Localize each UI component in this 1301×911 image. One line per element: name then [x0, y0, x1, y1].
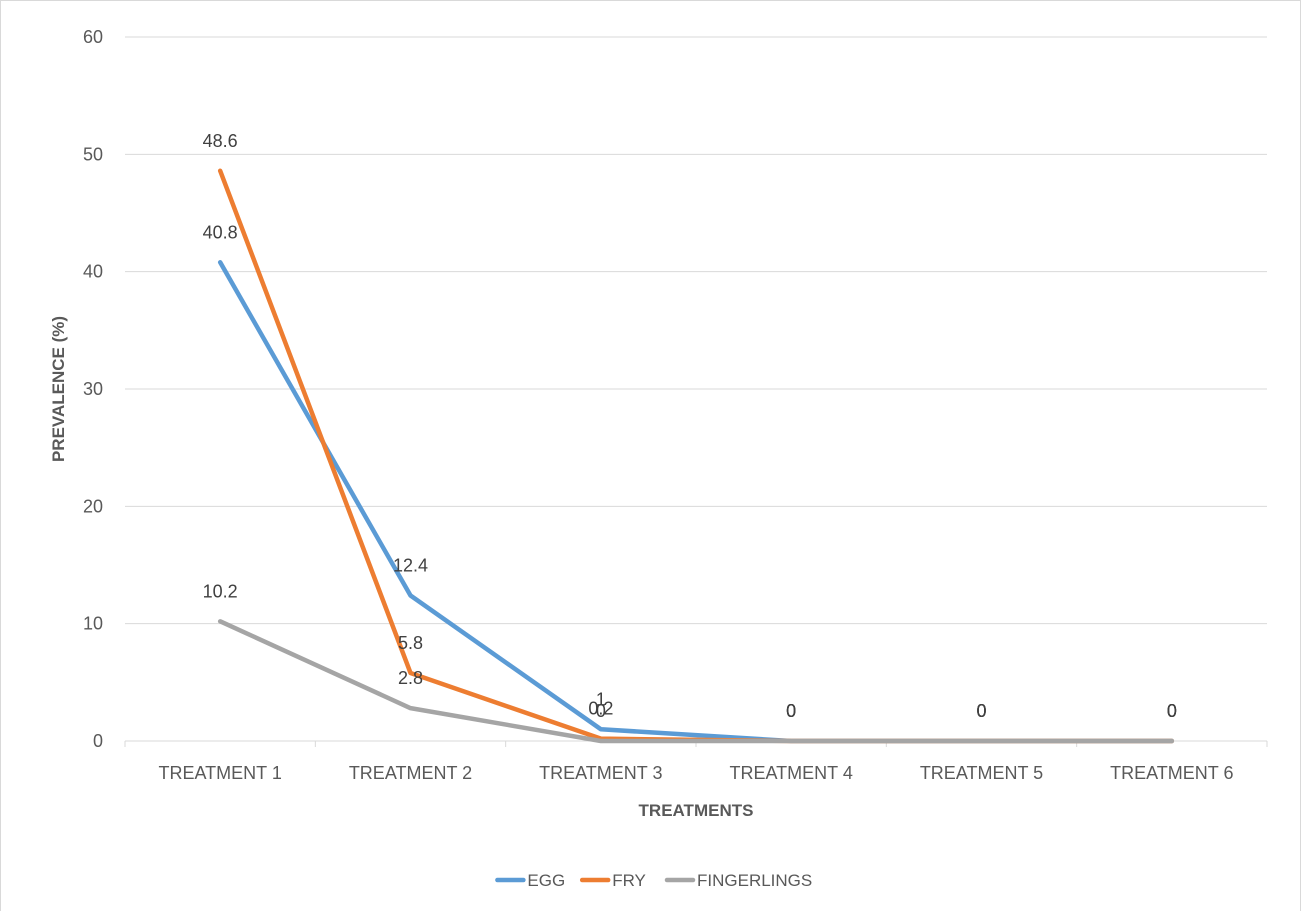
- x-tick-label: TREATMENT 1: [158, 763, 281, 783]
- y-tick-label: 10: [83, 614, 103, 634]
- series-lines: [217, 168, 1175, 744]
- data-label: 0: [786, 701, 796, 721]
- data-label: 0: [786, 701, 796, 721]
- series-line-fingerlings: [217, 619, 1175, 744]
- data-label: 5.8: [398, 633, 423, 653]
- x-tick-label: TREATMENT 4: [729, 763, 852, 783]
- y-axis-title: PREVALENCE (%): [49, 316, 68, 462]
- y-tick-label: 40: [83, 262, 103, 282]
- legend: EGG FRY FINGERLINGS: [495, 871, 812, 890]
- data-label: 0.2: [588, 699, 613, 719]
- y-tick-label: 20: [83, 496, 103, 516]
- data-label: 0: [976, 701, 986, 721]
- data-label: 0: [1167, 701, 1177, 721]
- legend-label-fry: FRY: [612, 871, 646, 890]
- data-labels: 40.812.410 0 048.65.80.2 0 0 010.22.80 0 0 0: [203, 131, 1177, 721]
- x-tick-label: TREATMENT 2: [349, 763, 472, 783]
- data-label: 0: [1167, 701, 1177, 721]
- y-tick-label: 60: [83, 27, 103, 47]
- legend-label-fingerlings: FINGERLINGS: [697, 871, 812, 890]
- data-label: 0: [976, 701, 986, 721]
- x-axis-title: TREATMENTS: [639, 801, 754, 820]
- x-tick-label: TREATMENT 6: [1110, 763, 1233, 783]
- data-label: 12.4: [393, 556, 428, 576]
- y-tick-label: 50: [83, 144, 103, 164]
- data-label: 0: [596, 701, 606, 721]
- gridlines: [125, 36, 1267, 625]
- data-label: 10.2: [203, 581, 238, 601]
- data-label: 0: [976, 701, 986, 721]
- legend-label-egg: EGG: [527, 871, 565, 890]
- data-label: 1: [596, 689, 606, 709]
- data-label: 0: [1167, 701, 1177, 721]
- data-label: 2.8: [398, 668, 423, 688]
- x-tick-label: TREATMENT 5: [920, 763, 1043, 783]
- data-label: 48.6: [203, 131, 238, 151]
- data-label: 0: [786, 701, 796, 721]
- x-tick-label: TREATMENT 3: [539, 763, 662, 783]
- y-tick-label: 0: [93, 731, 103, 751]
- data-label: 40.8: [203, 222, 238, 242]
- y-tick-label: 30: [83, 379, 103, 399]
